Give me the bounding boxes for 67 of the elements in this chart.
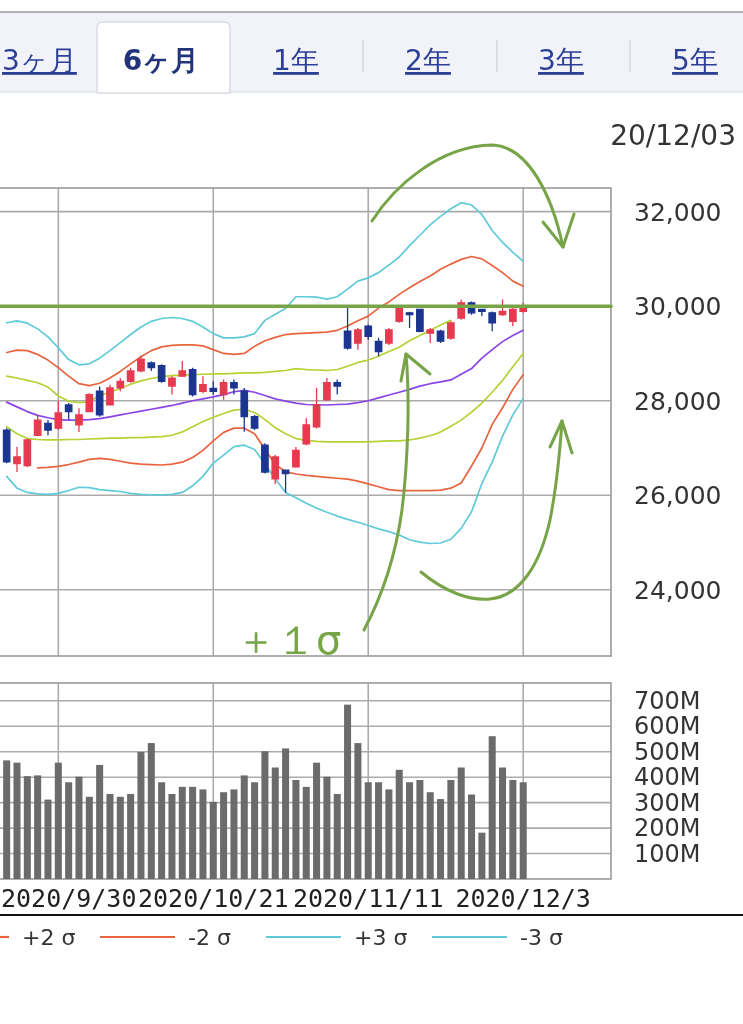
candlestick [426, 327, 435, 344]
candlestick [13, 446, 21, 473]
candlestick [261, 442, 269, 475]
text: 20/12/03 [610, 119, 736, 152]
candlestick [178, 360, 187, 378]
candlestick [395, 305, 404, 324]
candlestick [147, 360, 156, 372]
candlestick [75, 407, 83, 433]
candlestick [364, 323, 373, 341]
candlestick [230, 378, 238, 396]
candlestick [44, 419, 52, 436]
candlestick [23, 437, 32, 468]
x-tick-label: 2020/12/3 [455, 883, 591, 913]
legend-label: -3 σ [520, 924, 563, 950]
candlestick [416, 308, 424, 333]
x-tick-label: 2020/10/21 [138, 883, 289, 913]
line-series [5, 397, 525, 545]
x-tick-label: 2020/9/30 [0, 883, 137, 913]
legend-label: +2 σ [22, 924, 76, 950]
candlestick [292, 446, 300, 469]
candlestick [478, 308, 486, 317]
candlestick [385, 327, 393, 346]
line-series [5, 352, 525, 443]
y-tick-label: 28,000 [634, 386, 722, 416]
candlestick [85, 392, 94, 413]
text: 1年 [273, 44, 319, 77]
candlestick [199, 375, 207, 394]
text: 6ヶ月 [122, 44, 200, 77]
annotation: ＋１σ [236, 617, 342, 663]
candlestick [137, 355, 145, 374]
legend-label: +3 σ [354, 924, 408, 950]
candlestick [281, 469, 290, 494]
candlestick [64, 402, 73, 421]
legend-label: -2 σ [188, 924, 231, 950]
y-tick-label: 24,000 [634, 575, 722, 605]
candlestick [168, 375, 176, 396]
candlestick [343, 305, 352, 351]
candlestick [106, 384, 114, 407]
candlestick [302, 417, 311, 446]
candlestick [509, 307, 517, 327]
candlestick [323, 377, 331, 402]
line-series [5, 255, 525, 387]
text: 2年 [405, 44, 451, 77]
candlestick [2, 427, 11, 464]
line-series [5, 319, 452, 404]
text: 3ヶ月 [2, 44, 77, 77]
y-tick-label: 700M [634, 686, 701, 715]
candlestick [240, 387, 249, 433]
line-series [5, 201, 525, 366]
y-tick-label: 30,000 [634, 291, 722, 321]
candlestick [405, 311, 414, 329]
line-series [36, 373, 525, 492]
candlestick [209, 380, 218, 396]
candlestick [488, 310, 497, 332]
y-tick-label: 32,000 [634, 197, 722, 227]
candlestick [33, 414, 42, 437]
candlestick [333, 378, 342, 396]
candlestick [116, 377, 125, 392]
text: 3年 [538, 44, 584, 77]
line-series [5, 329, 525, 421]
candlestick [271, 454, 280, 485]
candlestick [354, 327, 362, 351]
candlestick [447, 320, 455, 341]
text: 5年 [672, 44, 718, 77]
x-tick-label: 2020/11/11 [292, 883, 444, 913]
candlestick [54, 400, 63, 431]
y-tick-label: 26,000 [634, 480, 722, 510]
